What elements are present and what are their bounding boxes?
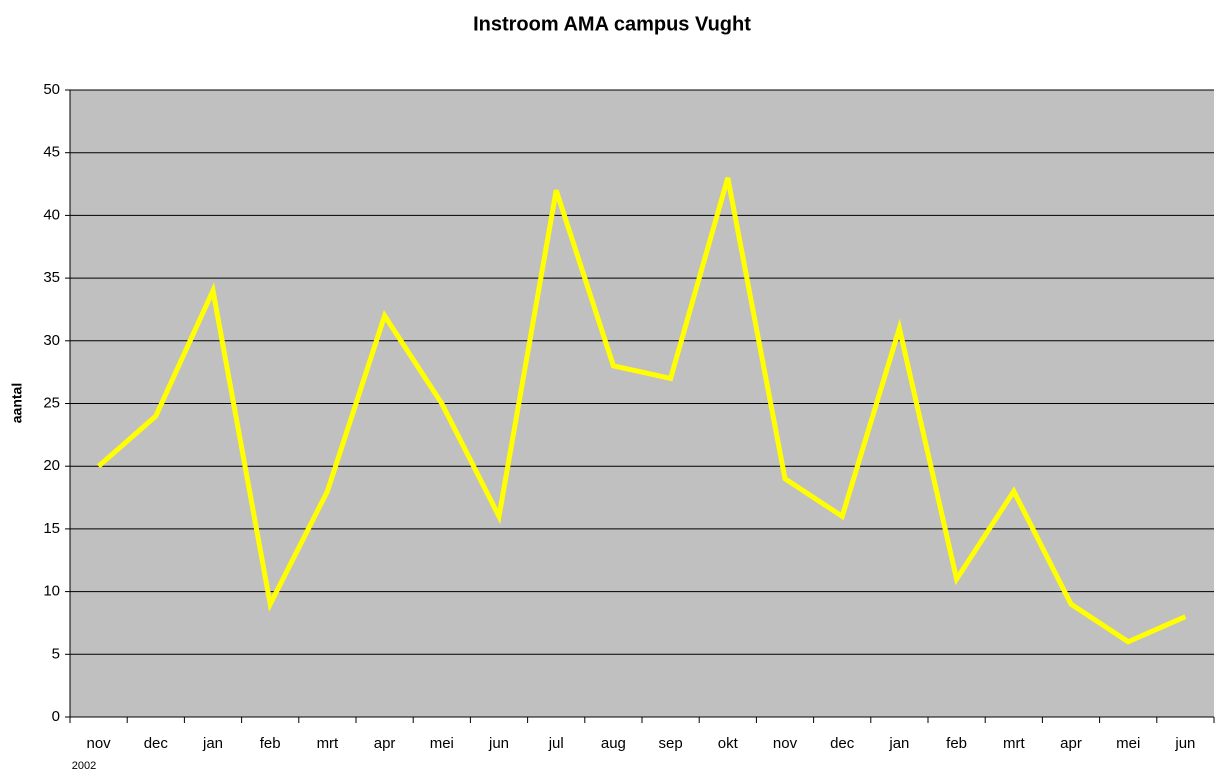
x-tick-label: apr — [1060, 735, 1082, 752]
y-tick-label: 30 — [43, 332, 60, 349]
x-tick-label: dec — [144, 735, 169, 752]
y-tick-label: 20 — [43, 457, 60, 474]
y-tick-label: 15 — [43, 520, 60, 537]
x-tick-label: mrt — [1003, 735, 1025, 752]
y-tick-label: 25 — [43, 394, 60, 411]
y-axis-label: aantal — [9, 383, 25, 423]
x-tick-label: okt — [718, 735, 739, 752]
y-tick-label: 5 — [52, 645, 60, 662]
x-tick-label: jan — [202, 735, 223, 752]
x-tick-label: jun — [488, 735, 509, 752]
x-tick-label: nov — [87, 735, 112, 752]
x-tick-label: dec — [830, 735, 855, 752]
x-tick-label: mei — [430, 735, 454, 752]
y-tick-label: 10 — [43, 583, 60, 600]
x-tick-label: jul — [548, 735, 564, 752]
y-tick-label: 50 — [43, 81, 60, 98]
year-annotation: 2002 — [72, 760, 96, 772]
x-tick-label: feb — [946, 735, 967, 752]
y-tick-label: 35 — [43, 269, 60, 286]
x-tick-label: mei — [1116, 735, 1140, 752]
x-tick-label: feb — [260, 735, 281, 752]
x-tick-label: mrt — [317, 735, 339, 752]
y-tick-label: 0 — [52, 708, 60, 725]
y-tick-label: 45 — [43, 144, 60, 161]
y-tick-label: 40 — [43, 206, 60, 223]
x-tick-label: jan — [888, 735, 909, 752]
x-tick-label: jun — [1174, 735, 1195, 752]
x-tick-label: apr — [374, 735, 396, 752]
data-line — [96, 177, 1187, 645]
x-tick-label: aug — [601, 735, 626, 752]
chart-title: Instroom AMA campus Vught — [473, 13, 751, 35]
x-tick-label: sep — [659, 735, 683, 752]
x-tick-label: nov — [773, 735, 798, 752]
